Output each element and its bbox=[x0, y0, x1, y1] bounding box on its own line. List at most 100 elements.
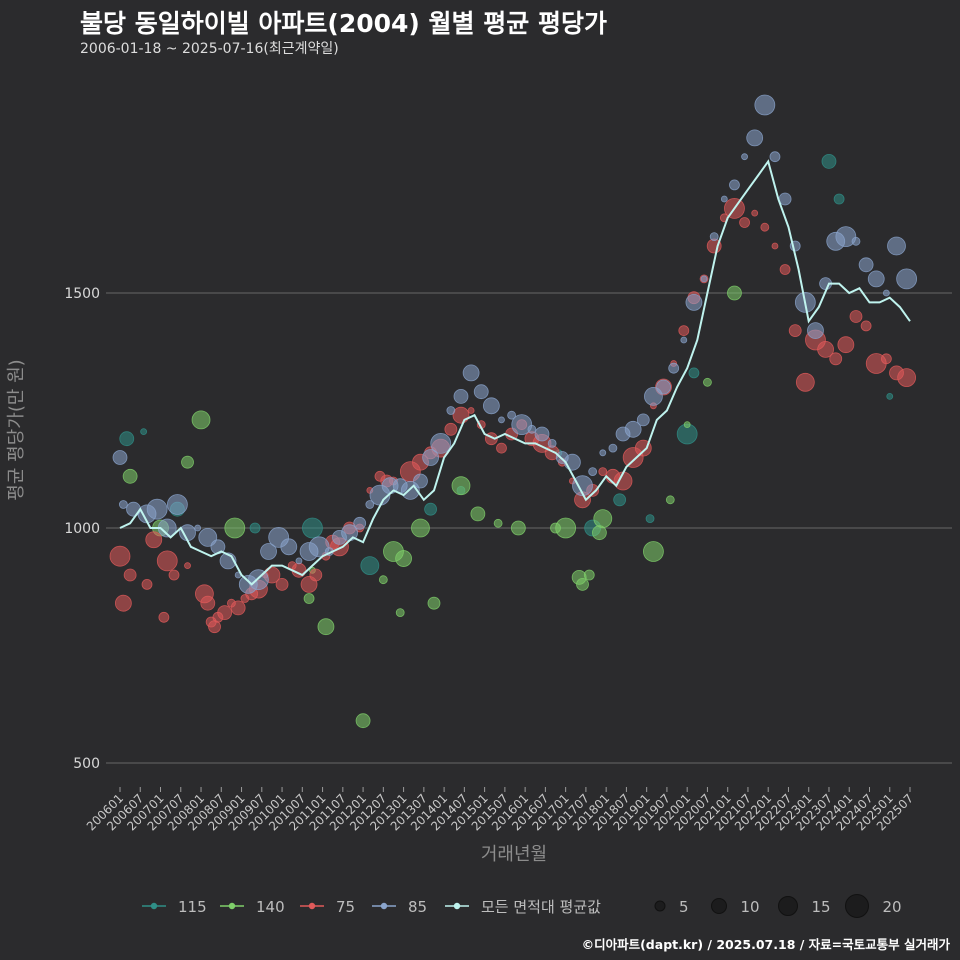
point-85 bbox=[563, 453, 581, 471]
point-85 bbox=[527, 424, 537, 434]
point-75 bbox=[168, 569, 180, 581]
legend-label: 85 bbox=[408, 898, 427, 916]
point-75 bbox=[184, 562, 191, 569]
point-85 bbox=[498, 416, 505, 424]
point-115 bbox=[645, 514, 655, 523]
legend: 115 140 75 85 모든 면적대 평균값 5 10 15 20 bbox=[142, 894, 902, 918]
point-75 bbox=[779, 264, 791, 275]
point-115 bbox=[886, 392, 894, 400]
point-85 bbox=[636, 413, 650, 427]
x-axis-label: 거래년월 bbox=[481, 844, 547, 865]
point-140 bbox=[470, 506, 486, 522]
point-115 bbox=[833, 193, 845, 205]
point-75 bbox=[496, 442, 507, 454]
point-75 bbox=[880, 353, 892, 365]
y-axis-label: 평균 평당가(만 원) bbox=[6, 359, 27, 500]
point-85 bbox=[198, 528, 218, 547]
point-140 bbox=[224, 517, 246, 539]
size-legend-circle bbox=[778, 896, 798, 916]
point-75 bbox=[114, 594, 132, 612]
chart-subtitle: 2006-01-18 ~ 2025-07-16(최근계약일) bbox=[80, 41, 339, 57]
point-140 bbox=[181, 455, 194, 469]
point-75 bbox=[598, 467, 608, 477]
point-75 bbox=[109, 545, 131, 567]
size-legend-circle bbox=[711, 898, 727, 914]
point-85 bbox=[851, 236, 861, 246]
legend-swatch-dot bbox=[228, 902, 236, 910]
legend-swatch-dot bbox=[308, 902, 316, 910]
point-85 bbox=[778, 192, 792, 206]
point-85 bbox=[365, 500, 375, 509]
point-85 bbox=[882, 289, 890, 297]
point-140 bbox=[703, 377, 712, 387]
point-85 bbox=[166, 494, 188, 515]
point-75 bbox=[860, 320, 872, 332]
point-85 bbox=[511, 414, 533, 436]
point-85 bbox=[624, 420, 642, 438]
point-75 bbox=[309, 568, 323, 582]
point-85 bbox=[680, 336, 688, 344]
point-85 bbox=[453, 388, 469, 404]
point-75 bbox=[200, 595, 216, 611]
point-85 bbox=[746, 129, 764, 147]
size-legend-circle bbox=[845, 894, 869, 918]
legend-swatch-dot bbox=[453, 902, 461, 910]
point-85 bbox=[534, 426, 550, 442]
point-140 bbox=[395, 608, 405, 617]
legend-label: 115 bbox=[178, 898, 207, 916]
point-85 bbox=[644, 386, 663, 406]
point-85 bbox=[308, 536, 330, 558]
point-140 bbox=[643, 541, 664, 562]
size-legend-label: 10 bbox=[741, 898, 760, 916]
point-85 bbox=[482, 397, 500, 415]
point-85 bbox=[729, 179, 740, 191]
point-85 bbox=[194, 524, 202, 532]
point-115 bbox=[360, 556, 380, 575]
point-140 bbox=[427, 596, 441, 610]
point-140 bbox=[411, 518, 430, 538]
point-75 bbox=[467, 407, 475, 414]
point-75 bbox=[145, 531, 163, 549]
point-115 bbox=[249, 522, 261, 534]
point-75 bbox=[849, 310, 863, 323]
point-85 bbox=[608, 443, 618, 453]
point-75 bbox=[217, 605, 233, 620]
point-140 bbox=[493, 518, 503, 528]
point-85 bbox=[700, 275, 708, 283]
point-85 bbox=[599, 449, 607, 457]
legend-label: 모든 면적대 평균값 bbox=[481, 898, 601, 916]
point-75 bbox=[158, 611, 170, 623]
point-75 bbox=[123, 568, 137, 582]
size-legend-label: 15 bbox=[812, 898, 831, 916]
legend-label: 75 bbox=[336, 898, 355, 916]
point-140 bbox=[378, 575, 388, 585]
size-legend-label: 5 bbox=[679, 898, 689, 916]
point-85 bbox=[507, 410, 517, 420]
point-85 bbox=[709, 232, 719, 242]
point-140 bbox=[576, 578, 589, 591]
point-85 bbox=[685, 293, 703, 311]
point-75 bbox=[230, 600, 246, 616]
x-tick-labels: 2006012006072007012007072008012008072009… bbox=[84, 787, 916, 834]
point-85 bbox=[112, 450, 128, 465]
point-85 bbox=[280, 538, 298, 556]
point-85 bbox=[656, 379, 671, 395]
size-legend-circle bbox=[654, 900, 666, 912]
point-75 bbox=[739, 217, 750, 228]
point-140 bbox=[727, 285, 742, 301]
point-85 bbox=[896, 268, 918, 290]
point-75 bbox=[444, 422, 458, 436]
legend-swatch-dot bbox=[150, 902, 158, 910]
point-85 bbox=[887, 236, 906, 256]
point-85 bbox=[353, 516, 367, 530]
y-tick-label: 1500 bbox=[64, 286, 100, 302]
point-85 bbox=[462, 364, 480, 382]
point-140 bbox=[451, 476, 471, 496]
point-85 bbox=[741, 153, 748, 161]
point-140 bbox=[683, 421, 691, 429]
point-115 bbox=[424, 502, 437, 516]
point-75 bbox=[817, 340, 834, 358]
point-85 bbox=[118, 500, 128, 509]
point-75 bbox=[751, 209, 759, 217]
